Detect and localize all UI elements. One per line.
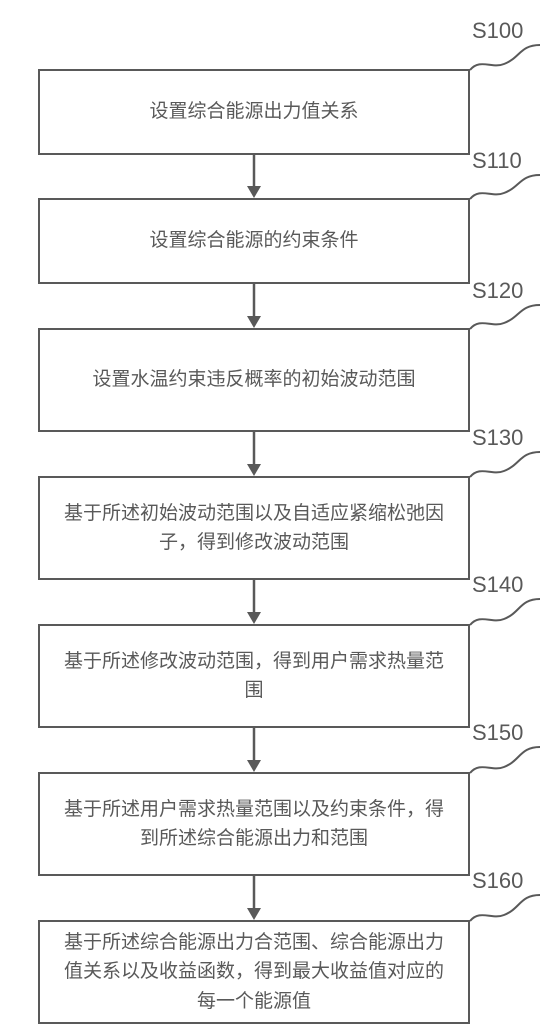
squiggle-S110 [468, 173, 548, 201]
step-box-S110: 设置综合能源的约束条件 [38, 198, 470, 284]
arrow-1 [242, 284, 266, 328]
arrow-3 [242, 580, 266, 624]
flowchart-canvas: S100设置综合能源出力值关系S110设置综合能源的约束条件S120设置水温约束… [0, 0, 559, 1000]
squiggle-S160 [468, 893, 548, 923]
arrow-5 [242, 876, 266, 920]
step-label-S120: S120 [472, 278, 523, 304]
step-label-S130: S130 [472, 425, 523, 451]
squiggle-S140 [468, 597, 548, 627]
step-label-S110: S110 [472, 148, 522, 174]
squiggle-S120 [468, 303, 548, 331]
step-box-S150: 基于所述用户需求热量范围以及约束条件，得到所述综合能源出力和范围 [38, 772, 470, 876]
squiggle-S150 [468, 745, 548, 775]
arrow-4 [242, 728, 266, 772]
step-box-S100: 设置综合能源出力值关系 [38, 69, 470, 155]
step-label-S160: S160 [472, 868, 523, 894]
step-box-S140: 基于所述修改波动范围，得到用户需求热量范围 [38, 624, 470, 728]
step-box-S130: 基于所述初始波动范围以及自适应紧缩松弛因子，得到修改波动范围 [38, 476, 470, 580]
squiggle-S100 [468, 43, 548, 72]
arrow-2 [242, 432, 266, 476]
step-box-S120: 设置水温约束违反概率的初始波动范围 [38, 328, 470, 432]
step-label-S140: S140 [472, 572, 523, 598]
squiggle-S130 [468, 450, 548, 479]
step-box-S160: 基于所述综合能源出力合范围、综合能源出力值关系以及收益函数，得到最大收益值对应的… [38, 920, 470, 1024]
step-label-S150: S150 [472, 720, 523, 746]
step-label-S100: S100 [472, 18, 523, 44]
arrow-0 [242, 155, 266, 198]
